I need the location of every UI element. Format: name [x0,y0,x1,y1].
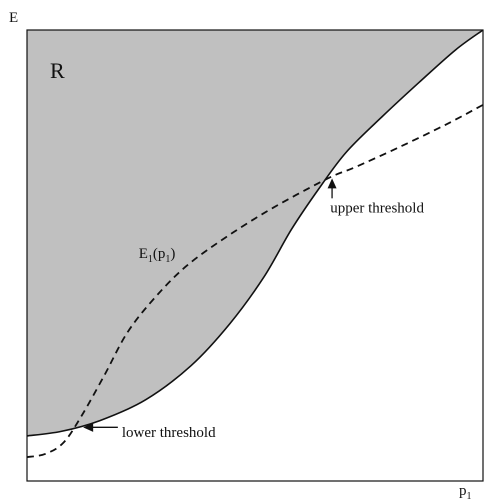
annotation-layer: upper threshold lower threshold [83,178,424,441]
curve-label-open: (p [153,246,166,262]
curve-label-subscript: 1 [148,254,153,265]
x-axis-label: p1 [459,483,472,500]
upper-threshold-arrowhead [327,178,337,189]
curve-label-arg-subscript: 1 [165,254,170,265]
x-axis-label-main: p [459,483,467,499]
series-curve-e1 [26,104,484,458]
region-boundary-curve [26,29,484,437]
x-axis-label-subscript: 1 [467,491,472,500]
plot-layer [26,29,484,458]
plot-frame [26,29,484,482]
curve-label: E1(p1) [139,246,176,265]
y-axis-label: E [9,10,18,26]
region-r-fill [27,30,483,436]
lower-threshold-label: lower threshold [122,425,216,441]
region-label: R [50,58,65,83]
curve-label-close: ) [170,246,175,262]
lower-threshold-arrowhead [83,422,94,432]
upper-threshold-label: upper threshold [330,201,424,217]
curve-label-main: E [139,246,148,262]
